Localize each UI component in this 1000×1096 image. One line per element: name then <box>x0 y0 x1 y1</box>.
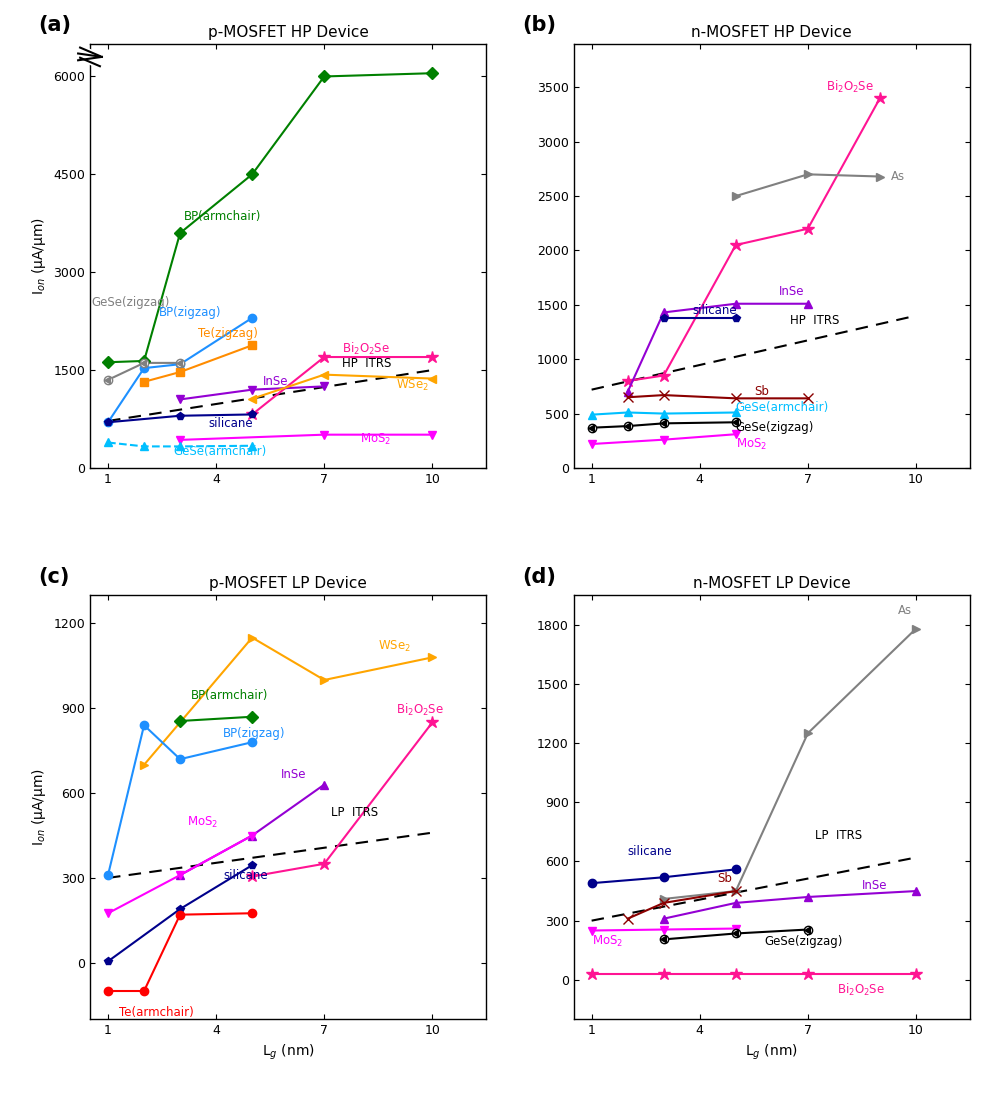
Text: (c): (c) <box>38 567 70 586</box>
Y-axis label: I$_{on}$ (μA/μm): I$_{on}$ (μA/μm) <box>30 217 48 295</box>
Text: InSe: InSe <box>263 375 288 388</box>
Title: n-MOSFET HP Device: n-MOSFET HP Device <box>691 25 852 39</box>
Text: silicane: silicane <box>693 304 737 317</box>
Text: MoS$_2$: MoS$_2$ <box>736 437 767 453</box>
Text: Te(zigzag): Te(zigzag) <box>198 327 258 340</box>
Text: Te(armchair): Te(armchair) <box>119 1006 194 1018</box>
Text: Sb: Sb <box>754 386 769 398</box>
Text: silicane: silicane <box>223 869 268 881</box>
X-axis label: L$_g$ (nm): L$_g$ (nm) <box>745 1042 798 1062</box>
Text: GeSe(armchair): GeSe(armchair) <box>173 445 266 458</box>
Text: MoS$_2$: MoS$_2$ <box>360 432 392 447</box>
Text: (d): (d) <box>522 567 556 586</box>
Text: silicane: silicane <box>628 845 672 858</box>
Y-axis label: I$_{on}$ (μA/μm): I$_{on}$ (μA/μm) <box>30 768 48 846</box>
Text: HP  ITRS: HP ITRS <box>342 357 392 370</box>
Text: GeSe(zigzag): GeSe(zigzag) <box>92 296 170 309</box>
Title: p-MOSFET LP Device: p-MOSFET LP Device <box>209 576 367 591</box>
Text: (b): (b) <box>522 15 556 35</box>
Text: LP  ITRS: LP ITRS <box>815 830 862 843</box>
Text: WSe$_2$: WSe$_2$ <box>396 378 429 393</box>
X-axis label: L$_g$ (nm): L$_g$ (nm) <box>262 1042 315 1062</box>
Text: InSe: InSe <box>281 768 306 781</box>
Text: As: As <box>891 170 905 183</box>
Text: LP  ITRS: LP ITRS <box>331 807 379 820</box>
Text: silicane: silicane <box>209 418 254 430</box>
Text: HP  ITRS: HP ITRS <box>790 313 839 327</box>
Text: BP(armchair): BP(armchair) <box>191 689 268 703</box>
Text: InSe: InSe <box>779 285 805 298</box>
Text: Bi$_2$O$_2$Se: Bi$_2$O$_2$Se <box>342 341 390 356</box>
Text: BP(zigzag): BP(zigzag) <box>223 728 286 740</box>
Text: GeSe(armchair): GeSe(armchair) <box>736 401 829 414</box>
Title: p-MOSFET HP Device: p-MOSFET HP Device <box>208 25 369 39</box>
Text: WSe$_2$: WSe$_2$ <box>378 639 411 653</box>
Text: InSe: InSe <box>862 879 887 892</box>
Text: Bi$_2$O$_2$Se: Bi$_2$O$_2$Se <box>826 79 874 95</box>
Text: MoS$_2$: MoS$_2$ <box>187 815 219 831</box>
Text: Bi$_2$O$_2$Se: Bi$_2$O$_2$Se <box>837 982 885 997</box>
Text: As: As <box>898 605 912 617</box>
Text: GeSe(zigzag): GeSe(zigzag) <box>765 935 843 948</box>
Text: MoS$_2$: MoS$_2$ <box>592 934 623 949</box>
Text: BP(armchair): BP(armchair) <box>184 210 261 224</box>
Text: BP(zigzag): BP(zigzag) <box>158 306 221 319</box>
Text: Bi$_2$O$_2$Se: Bi$_2$O$_2$Se <box>396 701 444 718</box>
Title: n-MOSFET LP Device: n-MOSFET LP Device <box>693 576 851 591</box>
Text: GeSe(zigzag): GeSe(zigzag) <box>736 421 814 434</box>
Text: Sb: Sb <box>718 871 733 884</box>
Text: (a): (a) <box>38 15 71 35</box>
